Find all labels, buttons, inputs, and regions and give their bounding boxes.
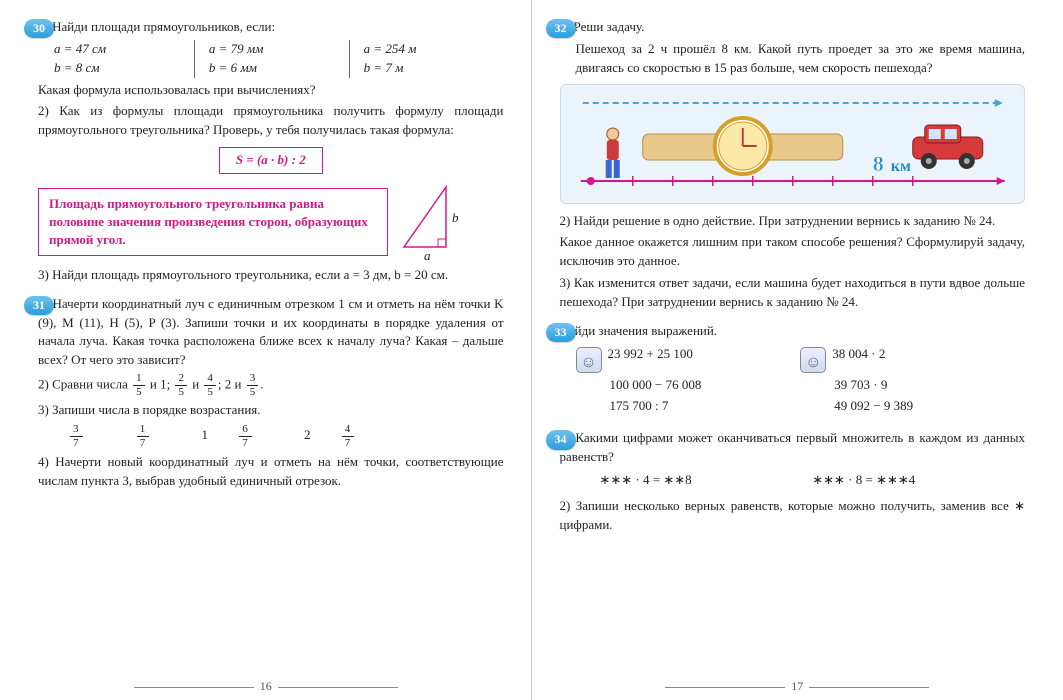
page-number: 16 [0,679,532,694]
text: 2) Сравни числа 15 и 1; 25 и 45; 2 и 35. [38,373,504,398]
task-badge-32: 32 [546,19,576,38]
task-badge-34: 34 [546,430,576,449]
text: 1) Реши задачу. [560,18,1026,37]
text: Найди значения выражений. [560,322,1026,341]
task-badge-33: 33 [546,323,576,342]
text: 1) Начерти координатный луч с единичным … [38,295,504,370]
problem-story: Пешеход за 2 ч прошёл 8 км. Какой путь п… [560,40,1026,78]
fraction-list: 37 17 1 67 2 47 [68,424,504,449]
text: 3) Как изменится ответ задачи, если маши… [560,274,1026,312]
text: Какое данное окажется лишним при таком с… [560,233,1026,271]
page-left: 30 1) Найди площади прямоугольников, есл… [0,0,532,700]
text: 2) Как из формулы площади прямоугольника… [38,102,504,140]
formula-box: S = (a · b) : 2 [219,147,323,174]
text: 3) Запиши числа в порядке возрастания. [38,401,504,420]
page-number: 17 [532,679,1063,694]
pedestrian-icon [605,128,619,178]
task-31: 31 1) Начерти координатный луч с единичн… [38,295,504,491]
boy-avatar-icon [800,347,826,373]
theorem-box: Площадь прямоугольного треугольника равн… [38,188,388,257]
task-33: 33 Найди значения выражений. 23 992 + 25… [560,322,1026,420]
task-32: 32 1) Реши задачу. Пешеход за 2 ч прошёл… [560,18,1026,312]
text: 1) Найди площади прямоугольников, если: [38,18,504,37]
task-34: 34 1) Какими цифрами может оканчиваться … [560,429,1026,534]
rect-dimensions-table: a = 47 см b = 8 см a = 79 мм b = 6 мм a … [54,40,504,78]
distance-label: 8 [872,151,883,176]
text: Какая формула использовалась при вычисле… [38,81,504,100]
car-icon [912,125,982,169]
right-triangle-figure: b a [396,182,466,262]
svg-text:b: b [452,210,459,225]
task-badge-31: 31 [24,296,54,315]
svg-text:a: a [424,248,431,262]
task-badge-30: 30 [24,19,54,38]
text: 4) Начерти новый координатный луч и отме… [38,453,504,491]
watch-icon [642,118,842,174]
page-right: 32 1) Реши задачу. Пешеход за 2 ч прошёл… [532,0,1063,700]
expression-columns: 23 992 + 25 100 100 000 − 76 008 175 700… [576,345,1026,420]
road-illustration: 8 км [560,84,1026,204]
svg-text:км: км [890,158,910,175]
girl-avatar-icon [576,347,602,373]
text: 2) Запиши несколько верных равенств, кот… [560,497,1026,535]
text: 1) Какими цифрами может оканчиваться пер… [560,429,1026,467]
text: 2) Найди решение в одно действие. При за… [560,212,1026,231]
text: 3) Найди площадь прямоугольного треуголь… [38,266,504,285]
task-30: 30 1) Найди площади прямоугольников, есл… [38,18,504,285]
